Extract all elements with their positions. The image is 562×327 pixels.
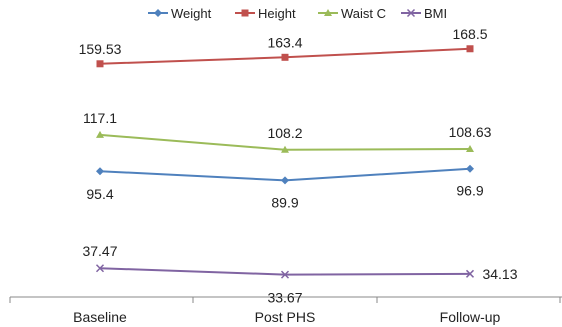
series-layer xyxy=(95,45,475,279)
series-weight xyxy=(96,164,474,185)
legend-item-height: Height xyxy=(235,6,296,21)
data-label: 96.9 xyxy=(456,183,483,199)
data-point-marker xyxy=(466,164,474,173)
data-point-marker xyxy=(281,145,289,153)
series-waist-c xyxy=(96,130,474,153)
x-tick-label: Post PHS xyxy=(255,309,316,325)
data-label: 117.1 xyxy=(83,110,117,126)
data-label: 108.63 xyxy=(449,124,492,140)
data-label: 159.53 xyxy=(79,41,122,57)
legend: Weight Height Waist C BMI xyxy=(148,6,447,21)
legend-label: Weight xyxy=(171,6,212,21)
data-point-marker xyxy=(96,130,104,138)
data-point-marker xyxy=(281,176,289,185)
series-bmi xyxy=(95,264,475,279)
data-point-marker xyxy=(466,145,474,153)
x-axis: Baseline Post PHS Follow-up xyxy=(9,296,562,325)
series-height xyxy=(96,45,474,68)
x-tick-label: Baseline xyxy=(73,309,127,325)
legend-label: Waist C xyxy=(341,6,386,21)
data-label: 33.67 xyxy=(267,290,302,306)
data-point-marker xyxy=(466,45,474,53)
data-point-marker xyxy=(95,264,105,273)
data-point-marker xyxy=(96,167,104,176)
legend-label: Height xyxy=(258,6,296,21)
x-tick-label: Follow-up xyxy=(440,309,501,325)
data-label: 168.5 xyxy=(452,26,487,42)
legend-item-bmi: BMI xyxy=(401,6,447,21)
data-label: 95.4 xyxy=(86,186,113,202)
data-point-marker xyxy=(154,9,162,17)
data-point-marker xyxy=(281,53,289,61)
data-label: 37.47 xyxy=(82,243,117,259)
data-labels: 95.4 89.9 96.9 159.53 163.4 168.5 117.1 108.2 10… xyxy=(79,26,518,306)
data-label: 89.9 xyxy=(271,194,298,210)
legend-label: BMI xyxy=(424,6,447,21)
data-point-marker xyxy=(241,9,249,17)
data-point-marker xyxy=(465,269,475,278)
data-point-marker xyxy=(280,270,290,279)
legend-item-weight: Weight xyxy=(148,6,212,21)
data-point-marker xyxy=(406,8,416,18)
data-point-marker xyxy=(324,9,332,16)
legend-item-waist-c: Waist C xyxy=(318,6,386,21)
data-point-marker xyxy=(96,60,104,68)
data-label: 163.4 xyxy=(267,34,302,50)
data-label: 108.2 xyxy=(267,125,302,141)
data-label: 34.13 xyxy=(482,266,517,282)
